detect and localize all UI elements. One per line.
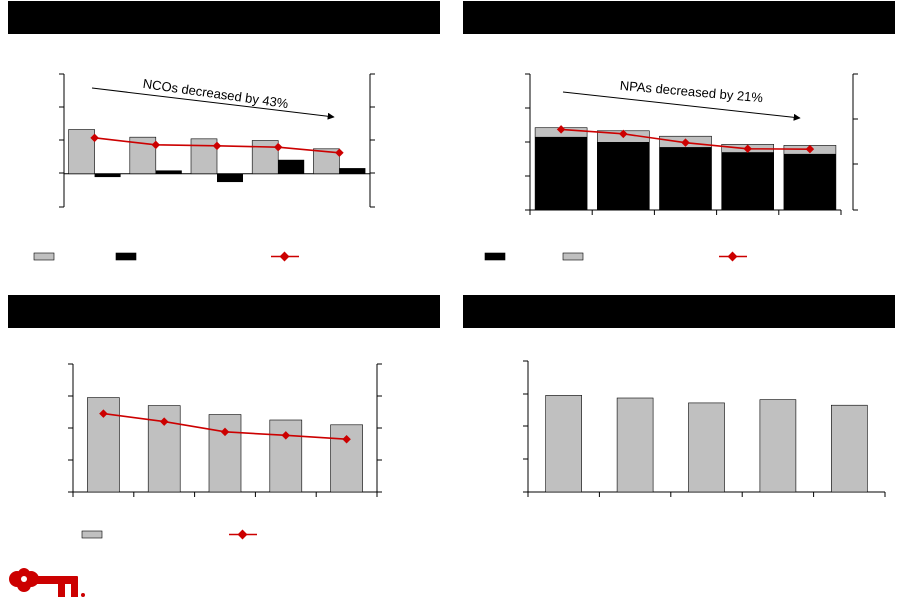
nco-chart: NCOs decreased by 43% [33, 73, 375, 262]
series-line-point [220, 427, 230, 437]
bar-gray [830, 404, 868, 493]
bar-gray [330, 424, 363, 493]
series-line-point [151, 140, 161, 150]
bar-black [339, 168, 366, 174]
bar-black [535, 136, 588, 210]
series-line-point [556, 125, 566, 134]
bar-black [597, 142, 650, 210]
series-line-point [342, 434, 351, 444]
nco-annotation: NCOs decreased by 43% [142, 76, 290, 111]
bar-black [94, 173, 121, 178]
legend-line-marker [237, 529, 248, 540]
legend-line-marker [727, 251, 738, 262]
series-line-point [273, 142, 283, 152]
series-line-point [281, 431, 291, 440]
series-line-point [212, 141, 222, 151]
trend-arrow [91, 87, 335, 120]
legend-line-marker [279, 251, 290, 262]
chart-header-bottom-left [8, 295, 440, 328]
key-logo-icon [9, 568, 85, 597]
legend-swatch-gray [33, 252, 55, 261]
series-line-point [805, 144, 815, 154]
chart-header-top-left [8, 1, 440, 34]
bar-black [278, 159, 305, 174]
bar-gray [269, 419, 303, 493]
bar-gray [616, 397, 654, 493]
npa-chart: NPAs decreased by 21% [484, 73, 858, 262]
legend-swatch-gray [81, 530, 103, 539]
npa-annotation: NPAs decreased by 21% [619, 78, 764, 105]
bar-gray [688, 402, 725, 493]
bar-gray [759, 399, 797, 493]
bar-black [659, 147, 712, 210]
series-line-point [619, 129, 628, 139]
bar-black [155, 170, 182, 174]
bar-black [721, 152, 774, 210]
bar-black [217, 173, 243, 183]
series-line-point [335, 148, 344, 158]
bar-gray [68, 129, 95, 175]
bar-gray [545, 395, 582, 493]
chart-header-top-right [463, 1, 895, 34]
bar-black [783, 153, 836, 210]
chart-header-bottom-right [463, 295, 895, 328]
bottom-left-chart [68, 363, 382, 540]
legend-swatch-black [484, 252, 506, 261]
bar-gray [208, 414, 242, 493]
bottom-right-chart [523, 360, 886, 497]
bar-gray [190, 138, 218, 175]
bar-gray [251, 140, 279, 175]
series-line-point [90, 133, 99, 143]
legend-swatch-black [115, 252, 137, 261]
legend-swatch-gray [562, 252, 584, 261]
bar-gray [129, 136, 157, 175]
trend-arrow [562, 91, 801, 121]
